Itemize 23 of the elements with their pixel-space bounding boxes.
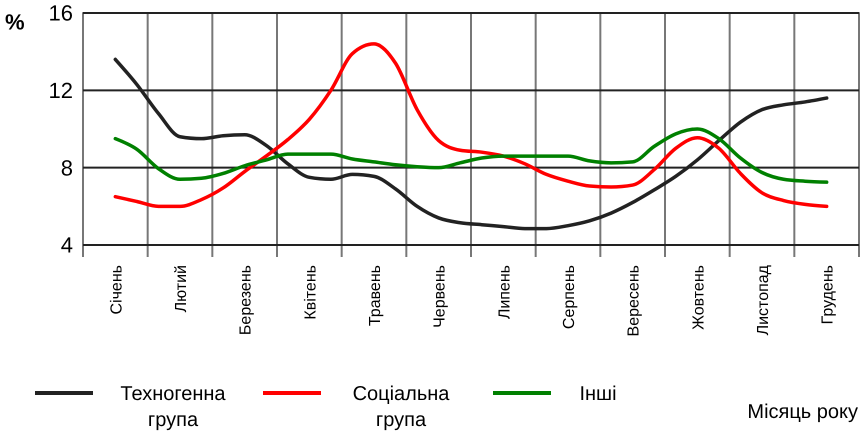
x-tick-label: Червень: [432, 265, 449, 328]
y-tick-label: 16: [48, 0, 73, 26]
x-tick-label: Березень: [238, 265, 255, 336]
line-series: [114, 127, 828, 184]
legend-label: Інші: [579, 383, 617, 405]
legend-label: Соціальна група: [352, 383, 450, 431]
y-tick-label: 12: [48, 78, 73, 104]
legend-label: Техногенна група: [120, 383, 226, 431]
x-axis-title: Місяць року: [747, 401, 858, 423]
y-axis-title: %: [5, 10, 25, 35]
x-tick-label: Січень: [108, 265, 126, 315]
x-tick-label: Грудень: [820, 265, 837, 324]
x-tick-label: Травень: [367, 265, 384, 326]
x-tick-label: Квітень: [302, 265, 320, 320]
x-tick-label: Листопад: [755, 264, 772, 336]
x-tick-label: Вересень: [626, 265, 643, 336]
x-tick-label: Липень: [496, 265, 514, 320]
y-tick-label: 4: [60, 232, 73, 258]
x-tick-label: Лютий: [173, 265, 190, 312]
y-tick-label: 8: [60, 155, 73, 180]
line-series: [114, 42, 828, 208]
x-tick-label: Жовтень: [690, 265, 708, 330]
x-tick-label: Серпень: [561, 265, 578, 330]
